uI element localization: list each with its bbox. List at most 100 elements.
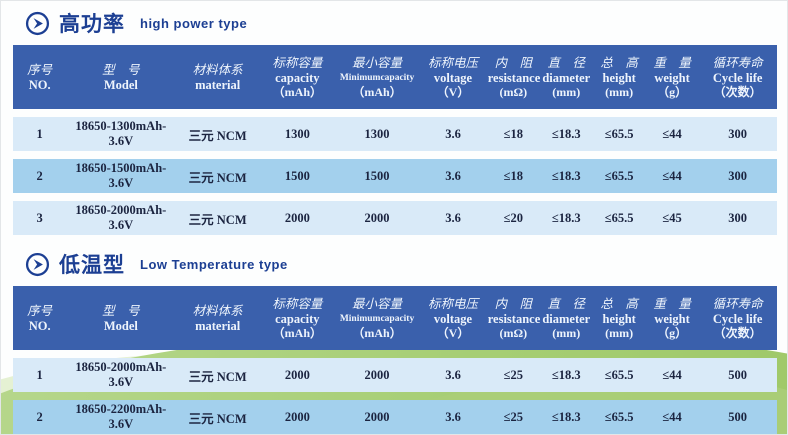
table-cell: ≤20 (486, 201, 540, 235)
column-header: 型 号 Model (66, 286, 176, 350)
table-cell: 300 (698, 117, 777, 151)
table-cell: 18650-2000mAh-3.6V (66, 358, 176, 392)
section-title-high-power: 高功率 high power type (25, 9, 775, 37)
table-cell: 三元 NCM (175, 117, 260, 151)
table-cell: 三元 NCM (175, 400, 260, 434)
table-cell: ≤18.3 (540, 358, 593, 392)
table-cell: ≤65.5 (592, 400, 646, 434)
column-header: 材料体系 material (175, 45, 260, 109)
column-header: 总 高 height (mm) (592, 286, 646, 350)
column-header: 型 号 Model (66, 45, 176, 109)
arrow-circle-icon (25, 11, 50, 36)
table-cell: ≤18.3 (540, 159, 593, 193)
column-header: 重 量 weight （g） (645, 286, 699, 350)
table-cell: ≤65.5 (592, 358, 646, 392)
table-cell: ≤44 (645, 400, 699, 434)
table-cell: ≤44 (645, 358, 699, 392)
table-cell: 3.6 (419, 159, 487, 193)
table-cell: 300 (698, 201, 777, 235)
section-title-zh: 低温型 (59, 254, 125, 277)
column-header: 直 径 diameter (mm) (540, 45, 593, 109)
table-cell: ≤18.3 (540, 117, 593, 151)
column-header: 标称电压 voltage （V） (419, 286, 487, 350)
section-high-power: 高功率 high power type 序号 NO. 型 号 Model 材料体系 mat… (13, 9, 777, 243)
table-cell: ≤25 (486, 358, 540, 392)
table-cell: 三元 NCM (175, 159, 260, 193)
table-cell: ≤65.5 (592, 159, 646, 193)
column-header: 序号 NO. (13, 45, 67, 109)
column-header: 循环寿命 Cycle life （次数） (698, 45, 777, 109)
table-cell: 18650-1500mAh-3.6V (66, 159, 176, 193)
table-row: 1 18650-1300mAh-3.6V 三元 NCM 1300 1300 3.6 ≤18 ≤… (13, 117, 777, 151)
table-cell: 500 (698, 358, 777, 392)
table-cell: 3.6 (419, 117, 487, 151)
column-header: 循环寿命 Cycle life （次数） (698, 286, 777, 350)
table-cell: 1 (13, 117, 67, 151)
header-row: 序号 NO. 型 号 Model 材料体系 material 标称容量 capacity （mA… (13, 286, 777, 350)
column-header: 直 径 diameter (mm) (540, 286, 593, 350)
table-cell: 2 (13, 159, 67, 193)
column-header: 序号 NO. (13, 286, 67, 350)
table-row: 1 18650-2000mAh-3.6V 三元 NCM 2000 2000 3.6 ≤25 ≤… (13, 358, 777, 392)
table-cell: 3.6 (419, 358, 487, 392)
table-cell: 500 (698, 400, 777, 434)
table-cell: ≤44 (645, 159, 699, 193)
column-header: 重 量 weight （g） (645, 45, 699, 109)
table-cell: 1500 (259, 159, 335, 193)
table-cell: ≤18.3 (540, 400, 593, 434)
table-cell: ≤18 (486, 117, 540, 151)
arrow-circle-icon (25, 252, 50, 277)
table-wrap-high-power: 序号 NO. 型 号 Model 材料体系 material 标称容量 capacity （mA… (13, 37, 777, 243)
table-cell: 3.6 (419, 400, 487, 434)
table-cell: 2000 (259, 201, 335, 235)
section-title-en: Low Temperature type (140, 256, 288, 272)
column-header: 内 阻 resistance (mΩ) (486, 45, 540, 109)
table-cell: ≤44 (645, 117, 699, 151)
table-row: 2 18650-2200mAh-3.6V 三元 NCM 2000 2000 3.6 ≤25 ≤… (13, 400, 777, 434)
table-cell: 2000 (334, 201, 420, 235)
table-row: 3 18650-2000mAh-3.6V 三元 NCM 2000 2000 3.6 ≤20 ≤… (13, 201, 777, 235)
table-cell: 2000 (259, 358, 335, 392)
table-cell: 3 (13, 201, 67, 235)
table-cell: 3.6 (419, 201, 487, 235)
table-cell: 1300 (259, 117, 335, 151)
table-cell: 18650-1300mAh-3.6V (66, 117, 176, 151)
section-title-en: high power type (140, 15, 248, 31)
table-cell: 2000 (334, 358, 420, 392)
table-cell: ≤18.3 (540, 201, 593, 235)
table-row: 2 18650-1500mAh-3.6V 三元 NCM 1500 1500 3.6 ≤18 ≤… (13, 159, 777, 193)
column-header: 内 阻 resistance (mΩ) (486, 286, 540, 350)
table-cell: 1500 (334, 159, 420, 193)
table-cell: 18650-2000mAh-3.6V (66, 201, 176, 235)
table-cell: ≤65.5 (592, 201, 646, 235)
table-cell: 三元 NCM (175, 358, 260, 392)
table-cell: 300 (698, 159, 777, 193)
table-cell: 18650-2200mAh-3.6V (66, 400, 176, 434)
column-header: 标称容量 capacity （mAh） (259, 286, 335, 350)
spec-table-low-temperature: 序号 NO. 型 号 Model 材料体系 material 标称容量 capacity （mA… (13, 278, 777, 434)
header-row: 序号 NO. 型 号 Model 材料体系 material 标称容量 capacity （mA… (13, 45, 777, 109)
table-cell: ≤18 (486, 159, 540, 193)
table-cell: ≤45 (645, 201, 699, 235)
table-cell: 2 (13, 400, 67, 434)
column-header: 总 高 height (mm) (592, 45, 646, 109)
table-cell: 2000 (259, 400, 335, 434)
section-title-low-temperature: 低温型 Low Temperature type (25, 250, 775, 278)
table-cell: 三元 NCM (175, 201, 260, 235)
spec-table-high-power: 序号 NO. 型 号 Model 材料体系 material 标称容量 capacity （mA… (13, 37, 777, 243)
section-low-temperature: 低温型 Low Temperature type 序号 NO. 型 号 Model 材料… (13, 250, 777, 434)
column-header: 材料体系 material (175, 286, 260, 350)
table-cell: ≤25 (486, 400, 540, 434)
column-header: 标称电压 voltage （V） (419, 45, 487, 109)
table-cell: ≤65.5 (592, 117, 646, 151)
table-wrap-low-temperature: 序号 NO. 型 号 Model 材料体系 material 标称容量 capacity （mA… (13, 278, 777, 434)
column-header: 标称容量 capacity （mAh） (259, 45, 335, 109)
section-title-zh: 高功率 (59, 13, 125, 36)
table-cell: 1 (13, 358, 67, 392)
column-header: 最小容量 Minimumcapacity （mAh） (334, 45, 420, 109)
column-header: 最小容量 Minimumcapacity （mAh） (334, 286, 420, 350)
table-cell: 1300 (334, 117, 420, 151)
table-cell: 2000 (334, 400, 420, 434)
